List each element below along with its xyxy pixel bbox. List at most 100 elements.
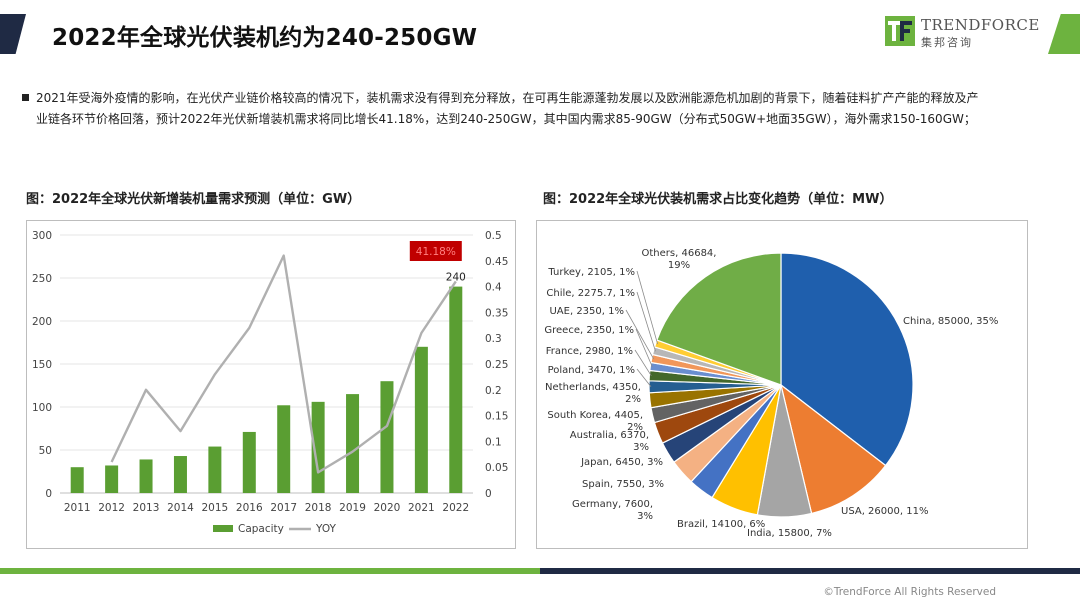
pie-slice-label-line: 19%	[668, 260, 690, 271]
x-tick-label: 2018	[305, 502, 332, 514]
bullet-square	[22, 94, 29, 101]
logo-name: TRENDFORCE	[921, 16, 1040, 34]
logo-subtitle: 集邦咨询	[921, 36, 973, 49]
page-title: 2022年全球光伏装机约为240-250GW	[52, 25, 478, 51]
y-tick-label: 200	[32, 316, 52, 328]
pie-leader-line	[634, 349, 652, 377]
copyright-text: ©TrendForce All Rights Reserved	[823, 586, 996, 598]
pie-slice-label: Netherlands, 4350, 2%	[545, 382, 641, 405]
capacity-bar	[208, 446, 222, 493]
pie-slice-label: Brazil, 14100, 6%	[677, 519, 765, 530]
capacity-bar	[277, 405, 291, 493]
y-tick-label: 250	[32, 273, 52, 285]
summary-paragraph: 2021年受海外疫情的影响，在光伏产业链价格较高的情况下，装机需求没有得到充分释…	[36, 88, 1016, 130]
y2-tick-label: 0.25	[485, 359, 508, 371]
y2-tick-label: 0.4	[485, 282, 502, 294]
pie-slice-label: Germany, 7600, 3%	[572, 499, 653, 522]
x-tick-label: 2022	[442, 502, 469, 514]
right-chart-caption: 图：2022年全球光伏装机需求占比变化趋势（单位：MW）	[543, 192, 893, 207]
pie-slice	[656, 252, 782, 386]
pie-slice-label-line: South Korea, 4405,	[547, 410, 643, 421]
left-chart-caption: 图：2022年全球光伏新增装机量需求预测（单位：GW）	[26, 192, 361, 207]
pie-leader-line	[625, 309, 654, 360]
y2-tick-label: 0.1	[485, 436, 502, 448]
legend-capacity-swatch	[213, 525, 233, 532]
pie-leader-line	[636, 291, 656, 352]
x-tick-label: 2014	[167, 502, 194, 514]
yoy-line	[110, 254, 457, 474]
y-tick-label: 50	[39, 445, 52, 457]
y2-tick-label: 0.35	[485, 307, 508, 319]
trendforce-logo-icon	[885, 16, 915, 46]
y2-tick-label: 0.5	[485, 230, 502, 242]
growth-badge	[409, 241, 462, 261]
legend-yoy-label: YOY	[315, 523, 337, 535]
pie-slice-label: Poland, 3470, 1%	[548, 365, 635, 376]
pie-slice-label-line: 3%	[637, 511, 653, 522]
capacity-bar	[139, 459, 153, 493]
pie-slice-label-line: 3%	[633, 442, 649, 453]
legend-capacity-label: Capacity	[238, 523, 284, 535]
pie-slice-label: Others, 46684, 19%	[642, 248, 717, 271]
pie-slice-label: South Korea, 4405, 2%	[547, 410, 643, 433]
x-tick-label: 2019	[339, 502, 366, 514]
pie-slice-label-line: Netherlands, 4350,	[545, 382, 641, 393]
y-tick-label: 150	[32, 359, 52, 371]
y2-tick-label: 0.05	[485, 462, 508, 474]
x-tick-label: 2011	[64, 502, 91, 514]
pie-slice-label: Chile, 2275.7, 1%	[546, 288, 635, 299]
y2-tick-label: 0.15	[485, 411, 508, 423]
y-tick-label: 100	[32, 402, 52, 414]
pie-slice-label: China, 85000, 35%	[903, 316, 998, 327]
left-accent-bar	[0, 14, 26, 54]
pie-slice-label: India, 15800, 7%	[747, 528, 832, 539]
capacity-bar	[105, 465, 119, 493]
pie-slice-label-line: Others, 46684,	[642, 248, 717, 259]
capacity-bar	[414, 346, 428, 493]
capacity-bar	[242, 431, 256, 493]
y-tick-label: 300	[32, 230, 52, 242]
capacity-bar	[449, 286, 463, 493]
right-accent-bar	[1048, 14, 1080, 54]
pie-slice-label: Greece, 2350, 1%	[544, 325, 634, 336]
pie-slice-label: Japan, 6450, 3%	[580, 457, 663, 468]
pie-leader-line	[636, 270, 658, 345]
y2-tick-label: 0.2	[485, 385, 502, 397]
summary-line-2: 业链各环节价格回落，预计2022年光伏新增装机需求将同比增长41.18%，达到2…	[36, 112, 976, 126]
y-tick-label: 0	[45, 488, 52, 500]
capacity-bar	[70, 467, 84, 493]
capacity-bar	[346, 394, 360, 493]
pie-slice-label: USA, 26000, 11%	[841, 506, 928, 517]
pie-leader-line	[636, 368, 652, 388]
y2-tick-label: 0.3	[485, 333, 502, 345]
share-pie-chart: China, 85000, 35% USA, 26000, 11% India, 1…	[544, 248, 998, 539]
pie-slice-label-line: Germany, 7600,	[572, 499, 653, 510]
x-tick-label: 2020	[374, 502, 401, 514]
footer-green-bar	[0, 568, 540, 574]
pie-slice	[780, 383, 887, 515]
capacity-chart-panel: 0 50 100 150 200 250 300 0 0.05 0.1 0.15 0.2 0.25 0.3…	[26, 220, 516, 549]
capacity-bar	[380, 381, 394, 493]
capacity-bar	[173, 456, 187, 493]
summary-line-1: 2021年受海外疫情的影响，在光伏产业链价格较高的情况下，装机需求没有得到充分释…	[36, 91, 979, 105]
x-tick-label: 2012	[98, 502, 125, 514]
pie-slice-label-line: 2%	[627, 422, 643, 433]
pie-slice-label: Spain, 7550, 3%	[582, 479, 664, 490]
pie-slice-label: France, 2980, 1%	[546, 346, 633, 357]
x-tick-label: 2021	[408, 502, 435, 514]
pie-slice-label-line: 2%	[625, 394, 641, 405]
x-tick-label: 2013	[133, 502, 160, 514]
last-bar-value-label: 240	[446, 272, 466, 284]
pie-slice-label: Australia, 6370, 3%	[570, 430, 649, 453]
growth-badge-label: 41.18%	[416, 246, 456, 258]
x-tick-label: 2015	[202, 502, 229, 514]
pie-slice-label: UAE, 2350, 1%	[549, 306, 624, 317]
x-tick-label: 2017	[270, 502, 297, 514]
pie-slice	[780, 252, 914, 467]
y2-tick-label: 0.45	[485, 256, 508, 268]
share-pie-panel: China, 85000, 35% USA, 26000, 11% India, 1…	[536, 220, 1028, 549]
pie-leader-line	[635, 328, 653, 367]
pie-slice-label-line: Australia, 6370,	[570, 430, 649, 441]
x-tick-label: 2016	[236, 502, 263, 514]
y2-tick-label: 0	[485, 488, 492, 500]
